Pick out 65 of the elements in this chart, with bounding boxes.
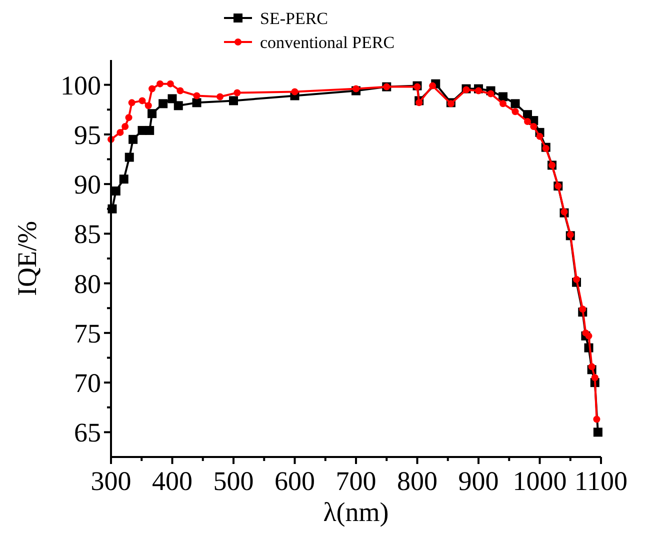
point bbox=[138, 97, 146, 104]
point bbox=[145, 126, 154, 135]
point bbox=[487, 90, 494, 98]
point bbox=[429, 82, 436, 90]
point bbox=[124, 152, 134, 162]
point bbox=[291, 88, 298, 96]
y-tick-label: 90 bbox=[74, 170, 101, 200]
x-tick-label: 1000 bbox=[512, 466, 567, 496]
point bbox=[585, 332, 592, 340]
point bbox=[588, 363, 596, 370]
point bbox=[122, 122, 129, 130]
y-tick-label: 80 bbox=[74, 268, 101, 299]
point bbox=[593, 428, 602, 437]
point bbox=[166, 80, 174, 88]
point bbox=[530, 122, 538, 130]
point bbox=[512, 108, 519, 116]
x-axis-title: λ(nm) bbox=[323, 497, 389, 527]
x-tick-label: 500 bbox=[213, 466, 254, 496]
point bbox=[416, 99, 423, 106]
point bbox=[510, 99, 520, 108]
point bbox=[125, 114, 132, 122]
point bbox=[158, 99, 168, 108]
y-tick-label: 70 bbox=[74, 368, 101, 398]
point bbox=[593, 416, 600, 423]
x-tick-label: 800 bbox=[397, 466, 438, 496]
point bbox=[128, 99, 136, 106]
point bbox=[176, 87, 184, 94]
point bbox=[573, 276, 580, 283]
y-tick-label: 85 bbox=[74, 219, 101, 250]
x-tick-label: 400 bbox=[152, 466, 192, 496]
y-axis-title: IQE/% bbox=[12, 221, 42, 296]
point bbox=[174, 101, 183, 110]
point bbox=[229, 96, 238, 106]
point bbox=[500, 100, 506, 108]
point bbox=[475, 87, 482, 94]
point bbox=[192, 98, 202, 108]
point bbox=[498, 92, 508, 102]
point bbox=[352, 85, 360, 92]
point bbox=[116, 128, 124, 136]
x-tick-label: 700 bbox=[336, 466, 376, 496]
x-tick-label: 900 bbox=[458, 466, 499, 496]
y-tick-label: 75 bbox=[74, 318, 101, 348]
x-tick-label: 300 bbox=[90, 466, 132, 496]
point bbox=[128, 134, 138, 144]
point bbox=[536, 132, 544, 140]
legend-label: SE-PERC bbox=[260, 8, 328, 28]
point bbox=[148, 85, 156, 92]
x-tick-label: 1100 bbox=[574, 466, 628, 496]
point bbox=[111, 186, 120, 196]
point bbox=[156, 80, 164, 88]
point bbox=[579, 306, 586, 313]
y-tick-label: 65 bbox=[74, 418, 101, 448]
point bbox=[524, 118, 531, 126]
point bbox=[148, 109, 157, 118]
point bbox=[216, 93, 224, 100]
x-tick-label: 600 bbox=[274, 466, 315, 496]
point bbox=[168, 94, 177, 104]
point bbox=[144, 102, 152, 110]
point bbox=[119, 174, 128, 184]
y-tick-label: 95 bbox=[74, 120, 101, 150]
y-tick-label: 100 bbox=[60, 70, 101, 100]
point bbox=[234, 89, 241, 96]
point bbox=[193, 92, 200, 100]
legend-label: conventional PERC bbox=[260, 32, 395, 52]
point bbox=[591, 374, 598, 382]
